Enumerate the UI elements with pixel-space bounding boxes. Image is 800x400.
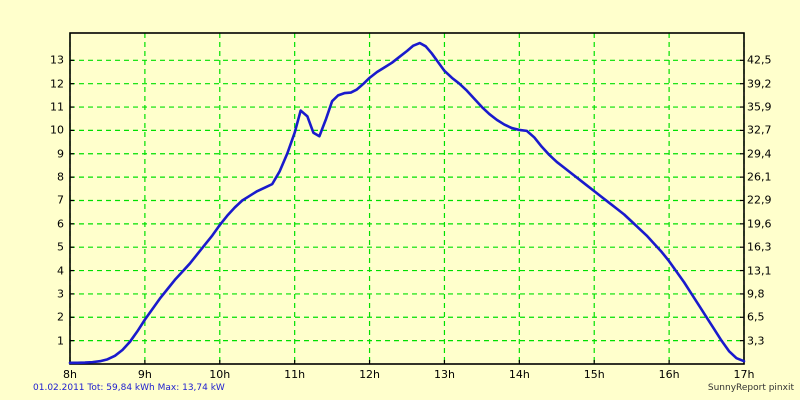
y-axis-right-tick-label: 16,3 [747,240,772,254]
x-axis-tick-label: 12h [359,368,381,381]
y-axis-right-tick-label: 35,9 [747,100,772,114]
tick-marks [69,59,745,364]
y-axis-right-tick-label: 9,8 [747,287,765,301]
x-axis-tick-label: 17h [733,368,755,381]
y-axis-left-tick-label: 11 [50,100,64,114]
y-axis-left-tick-label: 13 [50,53,64,67]
x-axis-tick-label: 10h [209,368,231,381]
x-axis-tick-label: 11h [284,368,306,381]
y-axis-right-tick-label: 42,5 [747,53,772,67]
y-axis-left-tick-label: 10 [50,123,64,137]
y-axis-right-tick-label: 32,7 [747,123,772,137]
y-axis-left-tick-label: 2 [57,310,64,324]
series-line-leistung [68,41,746,365]
y-axis-right-tick-label: 3,3 [747,334,765,348]
y-axis-left-tick-label: 6 [57,217,64,231]
x-axis-tick-label: 9h [137,368,152,381]
axis-frame [69,32,745,365]
y-axis-left-tick-label: 4 [57,264,64,278]
x-axis-tick-label: 15h [583,368,605,381]
y-axis-right-tick-label: 29,4 [747,147,772,161]
y-axis-right-tick-label: 22,9 [747,193,772,207]
y-axis-right-labels: 3,3 6,5 9,8 13,1 16,3 19,6 22,9 26,1 29,4 32,7 35,… [744,0,800,400]
y-axis-left-tick-label: 1 [57,334,64,348]
y-axis-left-tick-label: 8 [57,170,64,184]
y-axis-left-tick-label: 5 [57,240,64,254]
y-axis-right-tick-label: 39,2 [747,77,772,91]
x-axis-tick-label: 16h [658,368,680,381]
x-axis-labels: 8h 9h 10h 11h 12h 13h 14h 15h 16h 17h [0,366,800,388]
y-axis-left-tick-label: 7 [57,193,64,207]
y-axis-right-tick-label: 19,6 [747,217,772,231]
footer-summary: 01.02.2011 Tot: 59,84 kWh Max: 13,74 kW [33,383,225,393]
x-axis-tick-label: 13h [433,368,455,381]
x-axis-tick-label: 8h [63,368,77,381]
x-axis-tick-label: 14h [508,368,530,381]
y-axis-left-labels: 1 2 3 4 5 6 7 8 9 10 11 12 13 [0,0,64,400]
footer-credit: SunnyReport pinxit [707,383,794,393]
y-axis-right-tick-label: 13,1 [747,264,772,278]
y-axis-left-tick-label: 3 [57,287,64,301]
plot-frame [69,32,745,365]
y-axis-right-tick-label: 6,5 [747,310,765,324]
y-axis-left-tick-label: 9 [57,147,64,161]
y-axis-left-tick-label: 12 [50,77,64,91]
y-axis-right-tick-label: 26,1 [747,170,772,184]
